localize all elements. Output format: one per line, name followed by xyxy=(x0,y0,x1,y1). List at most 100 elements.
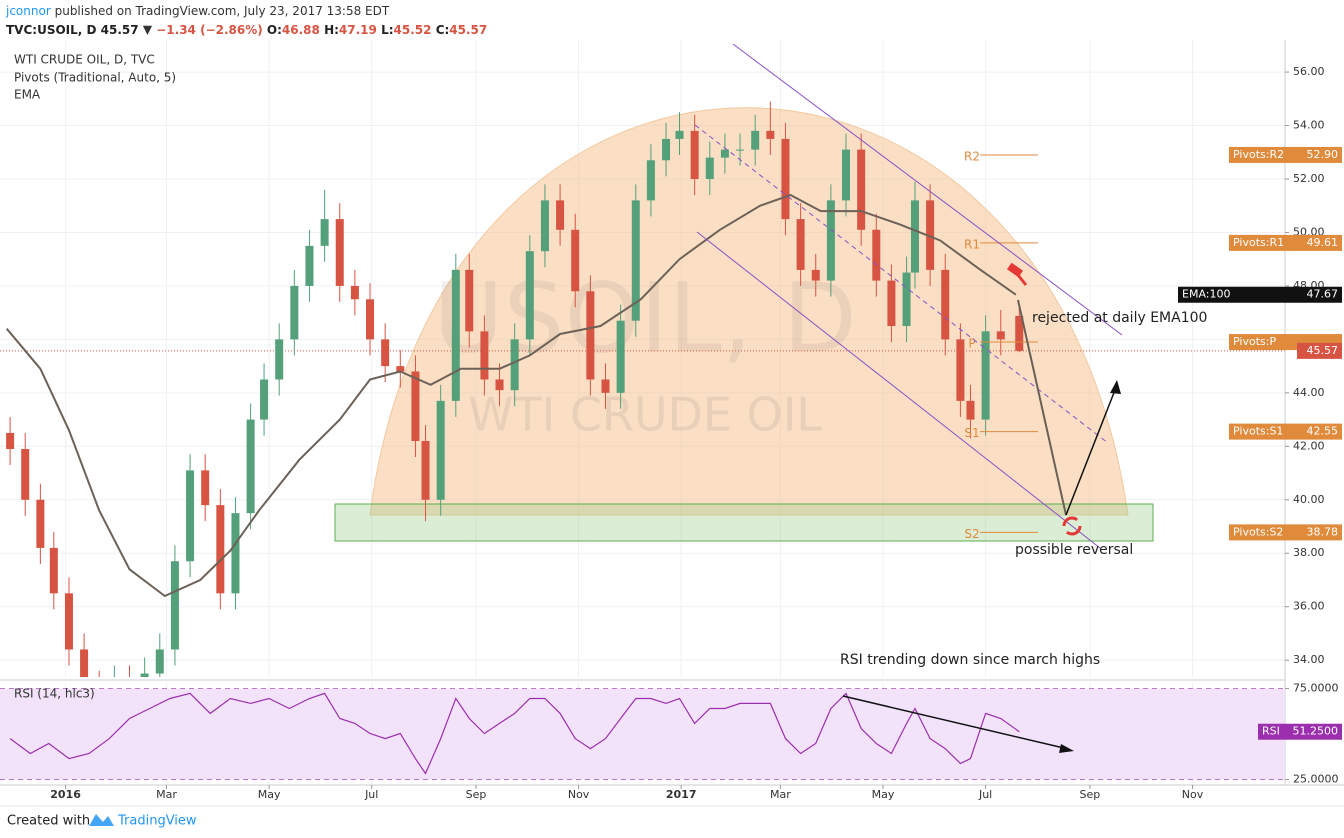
candle-body xyxy=(421,440,430,500)
candle-body xyxy=(350,285,359,300)
candle-body xyxy=(80,649,89,677)
axis-label-name: RSI xyxy=(1262,725,1280,738)
axis-label-box xyxy=(1229,423,1342,440)
axes: 34.0036.0038.0040.0042.0044.0046.0048.00… xyxy=(50,65,1342,801)
x-tick-label: Jul xyxy=(978,788,992,801)
candle-body xyxy=(956,339,965,401)
axis-label-box xyxy=(1178,286,1342,303)
candle-body xyxy=(411,371,420,441)
last-price: 45.57 xyxy=(101,23,139,37)
candle-body xyxy=(36,499,45,548)
x-tick-label: 2016 xyxy=(50,788,81,801)
axis-label-name: Pivots:R1 xyxy=(1233,236,1284,249)
candle-body xyxy=(675,130,684,139)
ohlc-value: 45.52 xyxy=(394,23,432,37)
hammer-icon xyxy=(1006,262,1028,286)
candle-body xyxy=(451,269,460,401)
candle-body xyxy=(480,331,489,380)
candle-body xyxy=(201,470,210,506)
candle-body xyxy=(320,219,329,246)
candle-body xyxy=(290,285,299,340)
candle-body xyxy=(720,149,729,158)
x-tick-label: Sep xyxy=(466,788,487,801)
pivot-name: P xyxy=(968,337,975,351)
candle-body xyxy=(981,331,990,420)
axis-label-name: EMA:100 xyxy=(1182,288,1230,301)
candle-body xyxy=(525,251,534,340)
candle-body xyxy=(64,593,73,650)
ohlc-value: 45.57 xyxy=(449,23,487,37)
footer-brand[interactable]: TradingView xyxy=(117,814,197,829)
candle-body xyxy=(556,200,565,230)
candle-body xyxy=(155,649,164,674)
candle-body xyxy=(366,299,375,340)
rsi-pane xyxy=(0,687,1285,781)
support-zone xyxy=(334,503,1154,542)
y-tick-label: 34.00 xyxy=(1293,653,1325,666)
candle-body xyxy=(260,379,269,420)
x-tick-label: Mar xyxy=(156,788,177,801)
y-tick-label: 36.00 xyxy=(1293,600,1325,613)
axis-label-value: 38.78 xyxy=(1307,525,1339,538)
candle-body xyxy=(571,229,580,292)
candle-body xyxy=(646,160,655,201)
candle-body xyxy=(941,269,950,340)
x-tick-label: May xyxy=(872,788,895,801)
candle-body xyxy=(910,200,919,273)
candle-body xyxy=(495,379,504,391)
footer-text: Created with xyxy=(7,814,90,829)
x-tick-label: Mar xyxy=(770,788,791,801)
axis-label-value: 49.61 xyxy=(1307,236,1339,249)
candle-body xyxy=(705,157,714,180)
candle-body xyxy=(540,200,549,252)
candle-body xyxy=(140,673,149,677)
candle-body xyxy=(751,130,760,150)
candle-body xyxy=(766,130,775,139)
watermark: WTI CRUDE OIL xyxy=(468,388,822,442)
axis-label-name: Pivots:R2 xyxy=(1233,148,1284,161)
axis-label-name: Pivots:S2 xyxy=(1233,525,1283,538)
header-line: jconnor published on TradingView.com, Ju… xyxy=(5,4,390,18)
ohlc-key: O: xyxy=(267,23,282,37)
x-tick-label: Sep xyxy=(1080,788,1101,801)
candle-body xyxy=(49,547,58,594)
candle-body xyxy=(811,269,820,281)
pivot-name: S1 xyxy=(964,426,979,440)
candle-body xyxy=(231,513,240,594)
channel-upper xyxy=(732,43,1123,336)
user: jconnor xyxy=(5,4,51,18)
symbol: TVC:USOIL, D xyxy=(6,23,97,37)
axis-label-box xyxy=(1229,234,1342,251)
candle-body xyxy=(996,331,1005,340)
y-tick-label: 52.00 xyxy=(1293,172,1325,185)
candle-body xyxy=(887,280,896,327)
rsi-line xyxy=(9,692,1020,775)
rsi-legend: RSI (14, hlc3) xyxy=(14,687,95,701)
candle-body xyxy=(926,200,935,270)
candle-body xyxy=(335,219,344,286)
change: −1.34 (−2.86%) xyxy=(156,23,263,37)
plot: R2 R1 P S1 S2 xyxy=(0,101,1285,677)
arrow-head xyxy=(1110,380,1121,394)
y-tick-label: 40.00 xyxy=(1293,493,1325,506)
axis-label-name: Pivots:S1 xyxy=(1233,425,1283,438)
axis-label-box xyxy=(1229,146,1342,163)
rsi-trend-line xyxy=(842,695,1069,750)
y-tick-label: 75.0000 xyxy=(1293,681,1339,694)
annotation: RSI trending down since march highs xyxy=(840,652,1100,668)
rsi-lines xyxy=(9,692,1020,775)
x-tick-label: 2017 xyxy=(666,788,697,801)
pivot-name: S2 xyxy=(964,527,979,541)
candle-body xyxy=(186,470,195,562)
candle-body xyxy=(510,339,519,391)
candle-body xyxy=(275,339,284,380)
candle-body xyxy=(1015,315,1024,351)
candle-body xyxy=(601,379,610,393)
y-tick-label: 42.00 xyxy=(1293,439,1325,452)
candle-body xyxy=(616,320,625,393)
ohlc-key: L: xyxy=(381,23,393,37)
axis-label-value: 47.67 xyxy=(1307,288,1339,301)
x-tick-label: Jul xyxy=(364,788,378,801)
reversal-icon xyxy=(1062,516,1082,536)
